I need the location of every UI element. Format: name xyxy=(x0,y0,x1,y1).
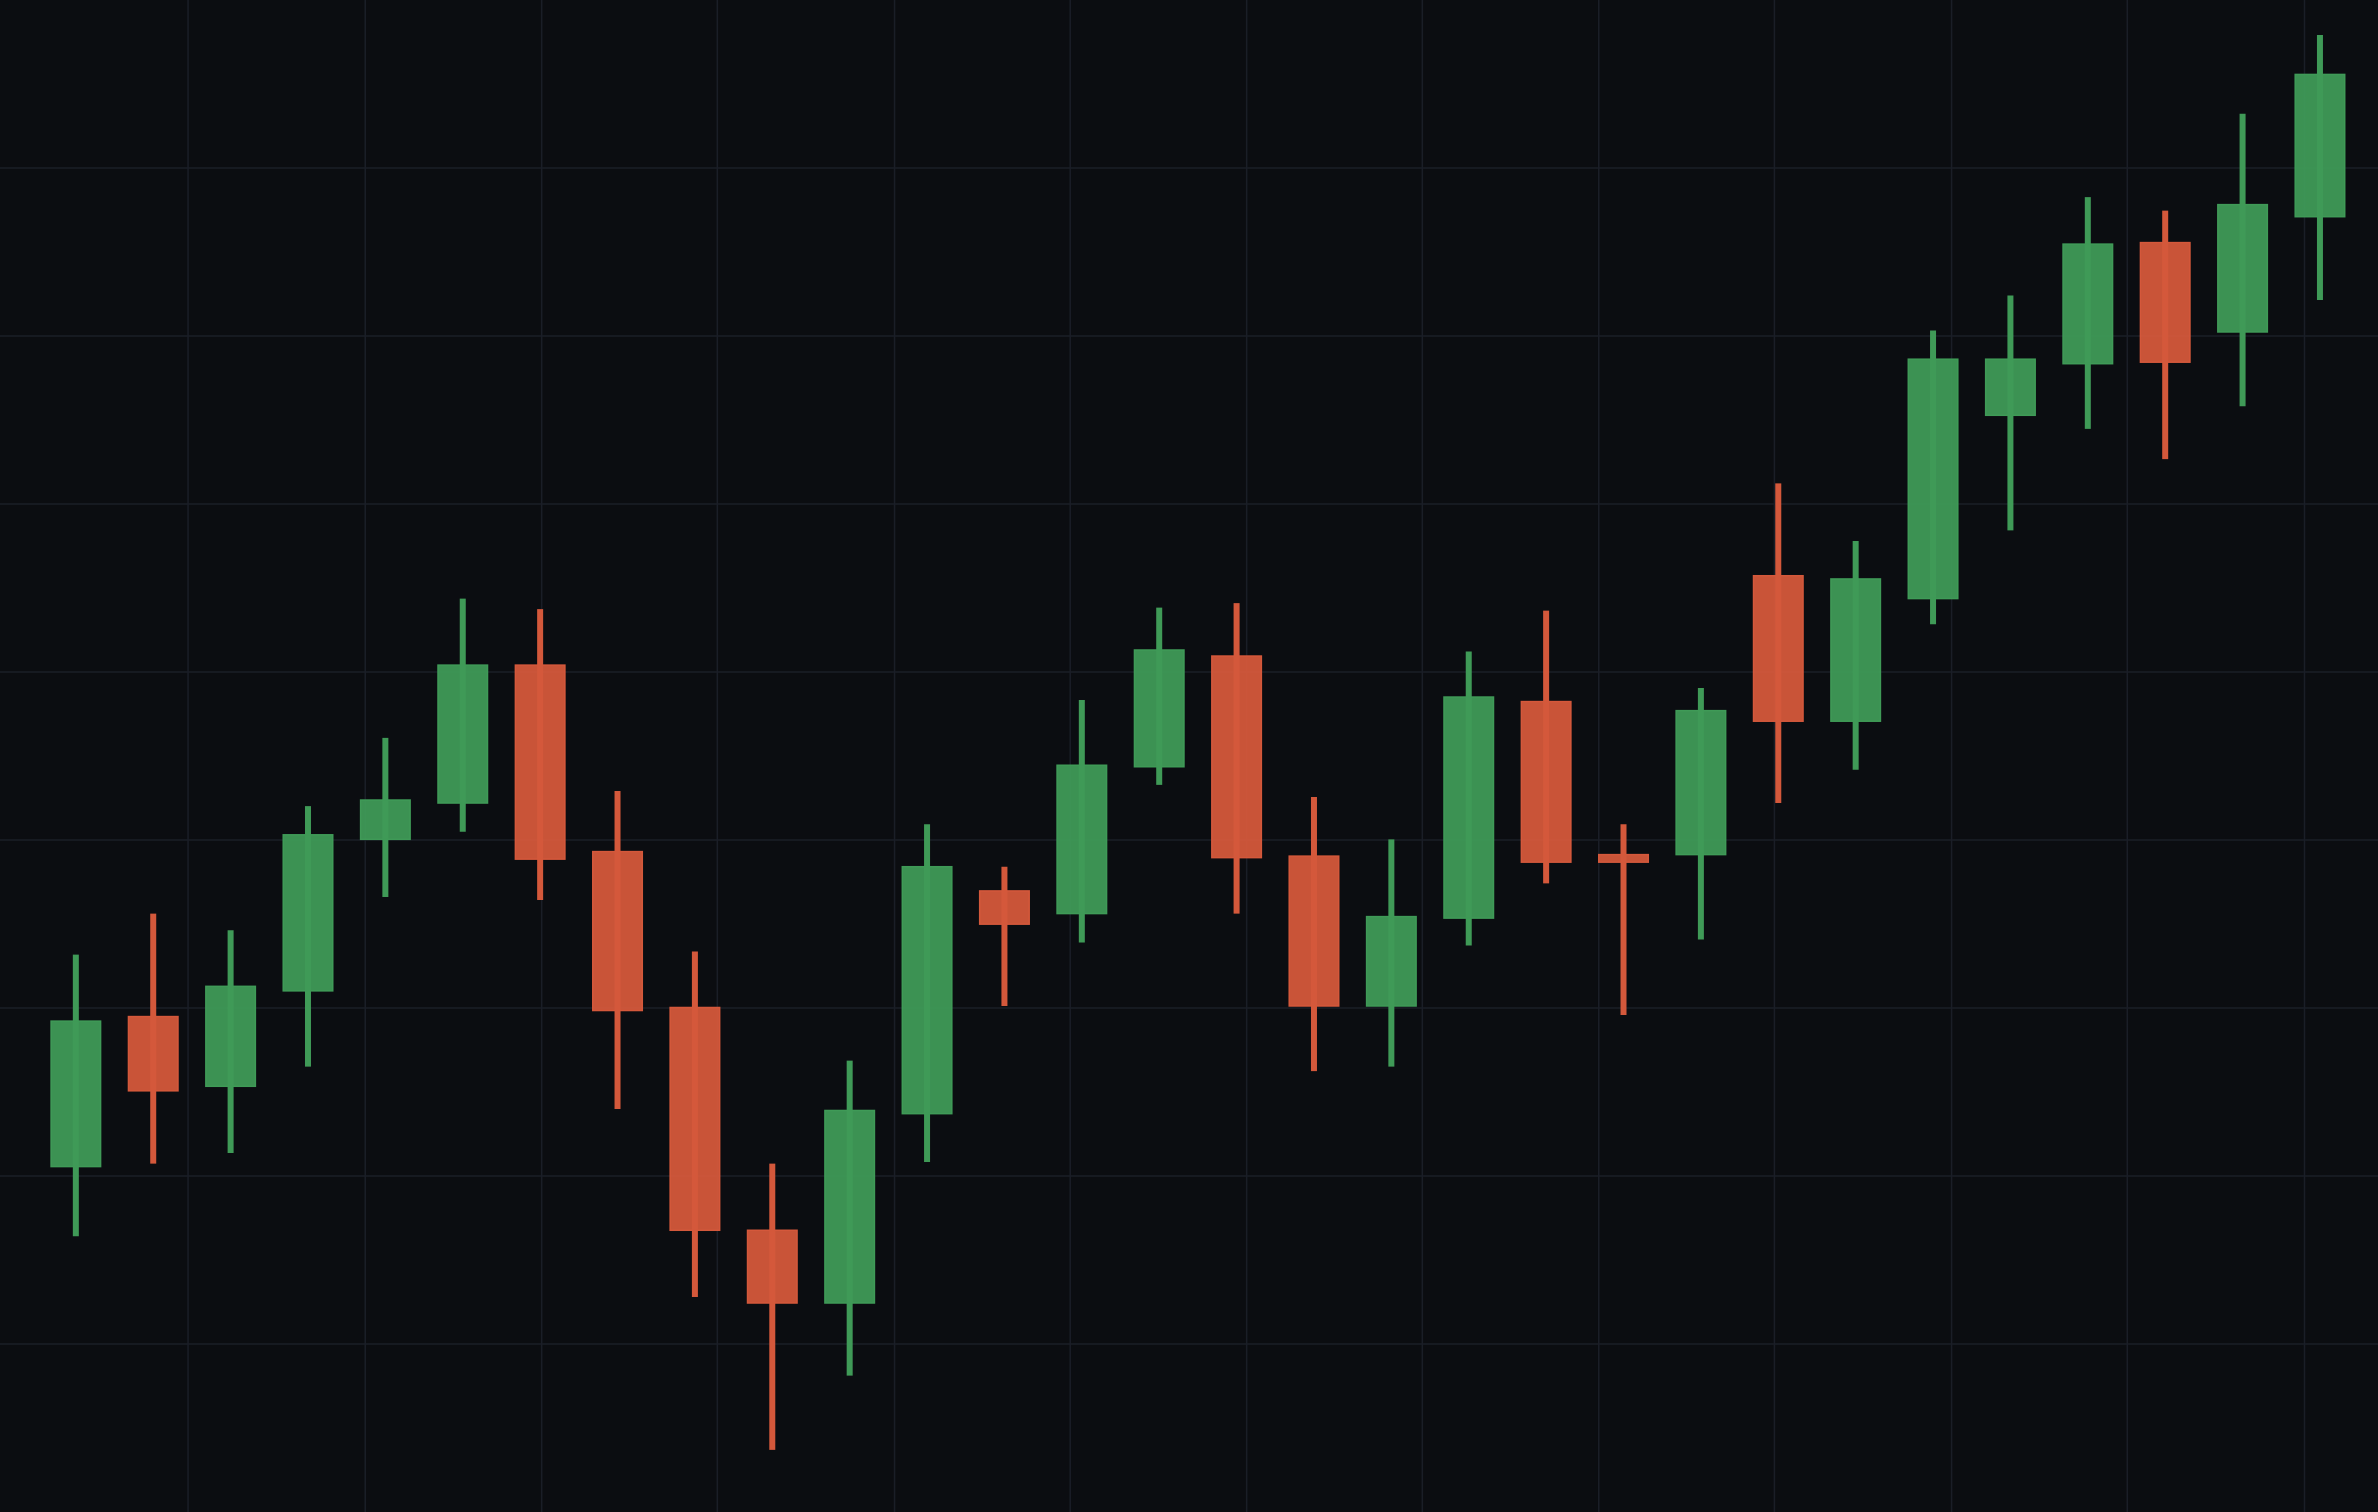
candle-body xyxy=(1365,915,1417,1007)
candle-body xyxy=(592,850,644,1012)
candle-body xyxy=(205,985,257,1088)
candle-body xyxy=(1443,696,1495,919)
candle-body xyxy=(1288,855,1340,1007)
candle-body xyxy=(127,1015,179,1092)
candle-body xyxy=(359,799,411,841)
candle-body xyxy=(669,1006,721,1232)
candle-body xyxy=(2139,241,2191,363)
candle-body xyxy=(1984,358,2036,417)
candle-body xyxy=(514,664,566,860)
candle-body xyxy=(824,1109,876,1304)
candle-body xyxy=(901,865,953,1115)
candle-body xyxy=(1907,358,1959,600)
candle-body xyxy=(746,1229,798,1304)
candle-body xyxy=(1597,853,1650,863)
candle-body xyxy=(1830,578,1882,722)
candle-body xyxy=(978,890,1030,925)
candle-body xyxy=(1520,700,1572,863)
candle-body xyxy=(1133,649,1185,768)
candle-body xyxy=(2217,203,2269,333)
candle-body xyxy=(2062,243,2114,365)
candle-body xyxy=(1211,655,1263,859)
candle-body xyxy=(50,1020,102,1168)
candle-body xyxy=(2294,73,2346,218)
candle-body xyxy=(1752,574,1804,722)
candle-body xyxy=(282,834,334,992)
candle-body xyxy=(1675,709,1727,856)
candle-body xyxy=(1056,764,1108,915)
candle-body xyxy=(437,664,489,804)
